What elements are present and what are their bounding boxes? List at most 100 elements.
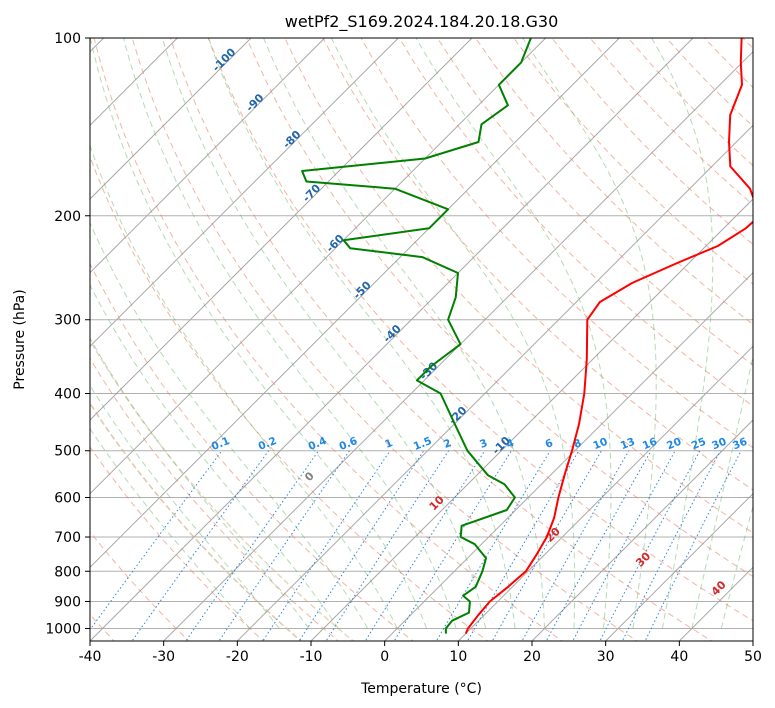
mixing-ratio-label: 36 (731, 436, 749, 453)
isotherm-line (605, 492, 753, 641)
mixing-ratio-line (185, 450, 320, 641)
mixing-ratio-line (435, 450, 551, 641)
moist-adiabat-line (330, 38, 576, 629)
y-tick-label: 100 (54, 31, 81, 47)
moist-adiabat-line (90, 144, 398, 629)
isotherm-line (90, 38, 547, 495)
dry-adiabat-line (93, 38, 564, 641)
isotherm-line (531, 419, 753, 641)
mixing-ratio-line (599, 450, 701, 641)
background-grid (90, 38, 753, 641)
x-axis-ticks: -40 -30 -20 -10 0 10 20 30 40 50 (79, 641, 762, 665)
y-tick-label: 400 (54, 387, 81, 403)
x-tick-label: -30 (152, 649, 175, 665)
mixing-ratio-label: 25 (690, 436, 708, 453)
moist-adiabat-label: 0 (302, 469, 317, 484)
moist-adiabat-line (720, 504, 753, 629)
dry-adiabat-line (475, 38, 753, 325)
mixing-ratio-label: 4 (505, 437, 516, 451)
dry-adiabat-line (742, 38, 753, 50)
x-axis-label: Temperature (°C) (360, 681, 482, 697)
isotherm-line (236, 124, 753, 641)
mixing-ratio-line (644, 450, 742, 641)
dry-adiabat-label: -50 (351, 278, 374, 301)
mixing-ratio-label: 20 (665, 436, 683, 453)
y-tick-label: 200 (54, 209, 81, 225)
y-tick-label: 600 (54, 490, 81, 506)
moist-adiabat-line (90, 427, 251, 629)
y-tick-label: 500 (54, 444, 81, 460)
isotherm-line (752, 640, 753, 641)
dry-adiabat-line (360, 38, 753, 449)
mixing-ratio-line (218, 450, 350, 641)
dry-adiabat-label: -100 (210, 45, 239, 74)
reference-adiabat-line (90, 338, 355, 641)
isotherm-line (384, 271, 753, 641)
mixing-ratio-line (545, 450, 652, 641)
y-tick-label: 900 (54, 594, 81, 610)
dry-adiabat-line (246, 38, 753, 578)
moist-adiabat-line (651, 38, 714, 629)
x-tick-label: 50 (744, 649, 762, 665)
x-tick-label: 20 (523, 649, 541, 665)
mixing-ratio-line (325, 450, 450, 641)
dry-adiabat-label: -40 (381, 322, 404, 345)
moist-adiabat-label: 20 (543, 525, 563, 545)
dry-adiabat-line (589, 38, 753, 206)
moist-adiabat-line (90, 283, 339, 629)
dry-adiabat-line (90, 446, 265, 641)
moist-adiabat-line (90, 38, 428, 629)
dry-adiabat-line (551, 38, 753, 245)
dry-adiabat-line (90, 357, 339, 641)
isotherm-line (90, 38, 326, 274)
y-tick-label: 300 (54, 313, 81, 329)
isotherm-line (457, 345, 753, 641)
x-tick-label: 30 (597, 649, 615, 665)
x-tick-label: 10 (449, 649, 467, 665)
y-axis-ticks: 100 200 300 400 500 600 700 800 900 1000 (45, 31, 90, 637)
isotherm-line (90, 38, 620, 569)
y-axis-label: Pressure (hPa) (12, 289, 28, 389)
dry-adiabat-line (322, 38, 753, 491)
isotherm-line (90, 38, 252, 200)
moist-adiabat-label: 30 (633, 549, 653, 569)
reference-adiabat-line (90, 401, 303, 641)
dry-adiabat-line (436, 38, 753, 366)
mixing-ratio-line (131, 450, 270, 641)
mixing-ratio-label: 10 (591, 436, 609, 453)
moist-adiabat-line (90, 384, 280, 629)
isotherm-line (90, 38, 473, 421)
dry-adiabat-line (208, 38, 753, 622)
dry-adiabat-line (513, 38, 753, 285)
mixing-ratio-line (298, 450, 425, 641)
isotherm-line (310, 198, 753, 641)
isotherm-line (163, 50, 753, 641)
y-tick-label: 1000 (45, 621, 81, 637)
y-tick-label: 700 (54, 530, 81, 546)
mixing-ratio-label: 8 (572, 437, 583, 451)
plot-frame (89, 37, 754, 642)
x-tick-label: -10 (300, 649, 323, 665)
dry-adiabat-line (704, 38, 753, 89)
mixing-ratio-line (364, 450, 486, 641)
mixing-ratio-label: 30 (710, 436, 728, 453)
moist-adiabat-label: 10 (427, 493, 447, 513)
isotherm-line (90, 38, 694, 641)
dry-adiabat-label: -70 (300, 181, 323, 204)
mixing-ratio-label: 13 (619, 436, 637, 453)
x-tick-label: -20 (226, 649, 249, 665)
mixing-ratio-line (90, 450, 223, 631)
isotherm-line (90, 38, 399, 348)
dry-adiabat-line (284, 38, 753, 534)
dry-adiabat-label: -80 (280, 128, 303, 151)
mixing-ratio-label: 3 (478, 437, 489, 451)
dry-adiabat-line (169, 38, 713, 641)
dry-adiabat-label: -60 (324, 232, 347, 255)
moist-adiabat-line (90, 221, 369, 629)
mixing-ratio-line (572, 450, 676, 641)
mixing-ratio-label: 6 (544, 437, 555, 451)
x-tick-label: 40 (670, 649, 688, 665)
x-tick-label: 0 (380, 649, 389, 665)
moist-adiabat-line (123, 38, 457, 629)
